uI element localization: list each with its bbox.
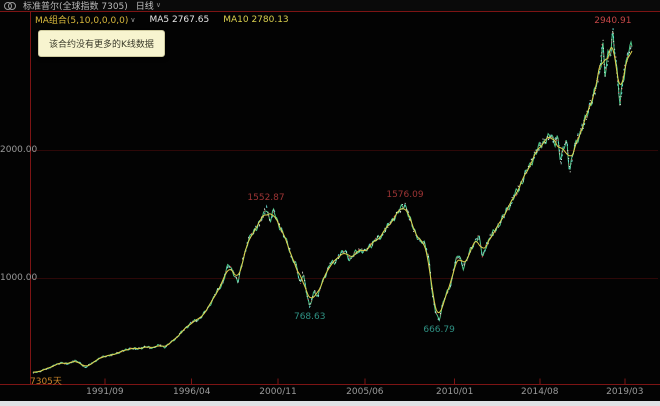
price-extreme-label: 666.79 [423, 324, 455, 335]
ma-group-selector[interactable]: MA组合(5,10,0,0,0,0) ∨ [35, 13, 136, 27]
price-series-line [32, 28, 633, 374]
price-series-line [32, 27, 633, 374]
y-axis-label: 1000.00 [0, 273, 38, 283]
instrument-title: 标准普尔(全球指数 7305) [23, 2, 128, 12]
price-series-line [32, 31, 633, 374]
price-series-line [32, 47, 633, 373]
x-axis-label: 2014/08 [521, 387, 559, 397]
ma5-value: MA5 2767.65 [149, 14, 210, 25]
chevron-down-icon: ∨ [155, 1, 161, 9]
price-extreme-label: 1576.09 [386, 190, 424, 201]
period-selector[interactable]: 日线 ∨ [135, 0, 161, 13]
x-axis-label: 1996/04 [173, 387, 211, 397]
x-axis-label: 2000/11 [259, 387, 297, 397]
chart-header: 标准普尔(全球指数 7305) 日线 ∨ [0, 0, 660, 13]
x-axis-label: 2005/06 [346, 387, 384, 397]
ma-group-label: MA组合(5,10,0,0,0,0) [35, 16, 129, 26]
visible-bar-count: 7305天 [30, 377, 62, 387]
no-more-data-tooltip: 该合约没有更多的K线数据 [38, 30, 165, 57]
price-extreme-label: 2940.91 [594, 15, 632, 26]
page-bottom-strip [0, 401, 660, 406]
x-axis-label: 1991/09 [86, 387, 124, 397]
chevron-down-icon: ∨ [130, 15, 136, 24]
link-icon [4, 2, 16, 10]
price-extreme-label: 768.63 [293, 311, 326, 322]
indicator-bar: MA组合(5,10,0,0,0,0) ∨ MA5 2767.65 MA10 27… [35, 13, 289, 27]
price-series-line [33, 31, 633, 373]
ma10-value: MA10 2780.13 [223, 14, 289, 25]
price-extreme-label: 1552.87 [247, 193, 285, 204]
x-axis-label: 2010/01 [435, 387, 474, 397]
x-axis-label: 2019/03 [606, 387, 644, 397]
y-axis-label: 2000.00 [0, 145, 38, 155]
period-label: 日线 [135, 2, 154, 12]
